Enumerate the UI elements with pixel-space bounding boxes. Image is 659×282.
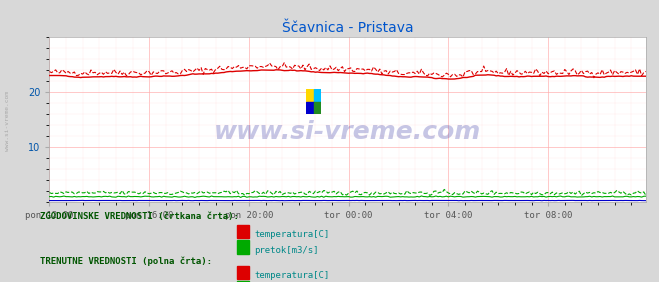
Bar <box>314 102 321 114</box>
Text: ZGODOVINSKE VREDNOSTI (črtkana črta):: ZGODOVINSKE VREDNOSTI (črtkana črta): <box>40 212 239 221</box>
Title: Ščavnica - Pristava: Ščavnica - Pristava <box>282 21 413 36</box>
Bar <box>314 89 321 102</box>
Bar <box>306 89 314 102</box>
Text: temperatura[C]: temperatura[C] <box>254 230 330 239</box>
Text: www.si-vreme.com: www.si-vreme.com <box>214 120 481 144</box>
Text: TRENUTNE VREDNOSTI (polna črta):: TRENUTNE VREDNOSTI (polna črta): <box>40 256 212 266</box>
Text: temperatura[C]: temperatura[C] <box>254 271 330 280</box>
Text: www.si-vreme.com: www.si-vreme.com <box>5 91 11 151</box>
Text: pretok[m3/s]: pretok[m3/s] <box>254 246 319 255</box>
Bar <box>306 102 314 114</box>
